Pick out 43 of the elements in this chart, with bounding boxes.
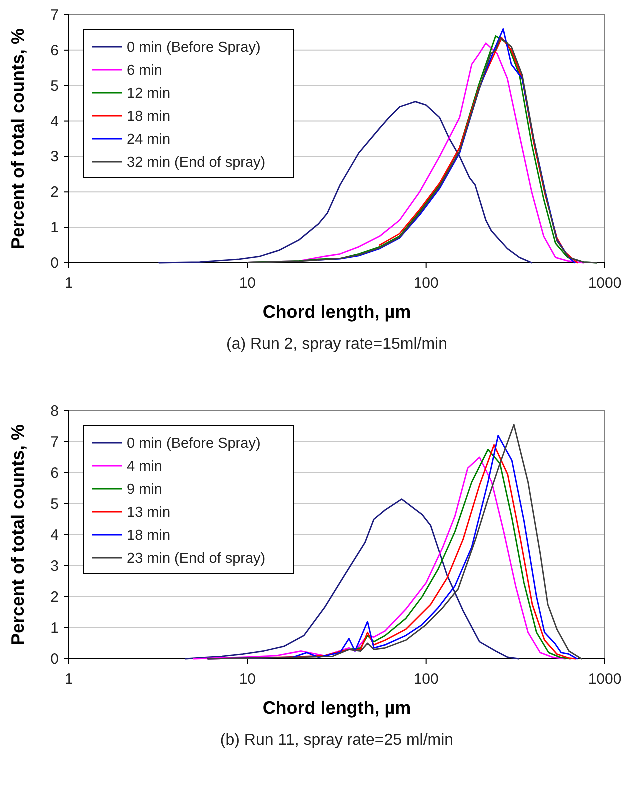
y-axis-title: Percent of total counts, % bbox=[8, 28, 28, 250]
x-tick-label: 1000 bbox=[588, 275, 622, 292]
x-tick-label: 10 bbox=[239, 275, 256, 292]
x-tick-label: 1 bbox=[64, 671, 74, 688]
x-axis-title: Chord length, µm bbox=[262, 302, 412, 322]
x-tick-label: 1 bbox=[64, 275, 74, 292]
legend-label: 4 min bbox=[127, 459, 162, 475]
y-tick-label: 6 bbox=[50, 465, 59, 482]
y-tick-label: 5 bbox=[50, 78, 59, 95]
legend-label: 12 min bbox=[127, 86, 171, 102]
y-tick-label: 7 bbox=[50, 7, 59, 24]
legend-label: 0 min (Before Spray) bbox=[127, 436, 261, 452]
legend-label: 18 min bbox=[127, 528, 171, 544]
x-axis-title: Chord length, µm bbox=[262, 698, 412, 718]
y-tick-label: 4 bbox=[50, 113, 59, 130]
y-tick-label: 7 bbox=[50, 434, 59, 451]
legend-label: 13 min bbox=[127, 505, 171, 521]
y-tick-label: 0 bbox=[50, 255, 59, 272]
y-tick-label: 3 bbox=[50, 148, 59, 166]
y-tick-label: 4 bbox=[50, 527, 59, 544]
y-tick-label: 2 bbox=[50, 589, 59, 606]
text: (b) Run 11, spray rate=25 ml/min bbox=[220, 732, 454, 749]
y-tick-label: 1 bbox=[50, 620, 59, 637]
y-tick-label: 5 bbox=[50, 496, 59, 513]
y-tick-label: 0 bbox=[50, 651, 59, 668]
y-axis-title: Percent of total counts, % bbox=[8, 424, 28, 646]
y-tick-label: 3 bbox=[50, 558, 59, 575]
legend-label: 0 min (Before Spray) bbox=[127, 40, 261, 56]
y-tick-label: 6 bbox=[50, 42, 59, 60]
legend-label: 32 min (End of spray) bbox=[127, 155, 266, 171]
legend-label: 18 min bbox=[127, 109, 171, 125]
legend-label: 6 min bbox=[127, 63, 162, 79]
x-tick-label: 1000 bbox=[588, 671, 622, 688]
x-tick-label: 100 bbox=[414, 671, 439, 688]
legend-label: 9 min bbox=[127, 482, 162, 498]
legend-label: 24 min bbox=[127, 132, 171, 148]
legend-label: 23 min (End of spray) bbox=[127, 551, 266, 567]
text: (a) Run 2, spray rate=15ml/min bbox=[226, 336, 448, 353]
y-tick-label: 1 bbox=[50, 220, 59, 237]
x-tick-label: 10 bbox=[239, 671, 256, 688]
x-tick-label: 100 bbox=[414, 275, 439, 292]
y-tick-label: 2 bbox=[50, 184, 59, 202]
y-tick-label: 8 bbox=[50, 403, 59, 420]
